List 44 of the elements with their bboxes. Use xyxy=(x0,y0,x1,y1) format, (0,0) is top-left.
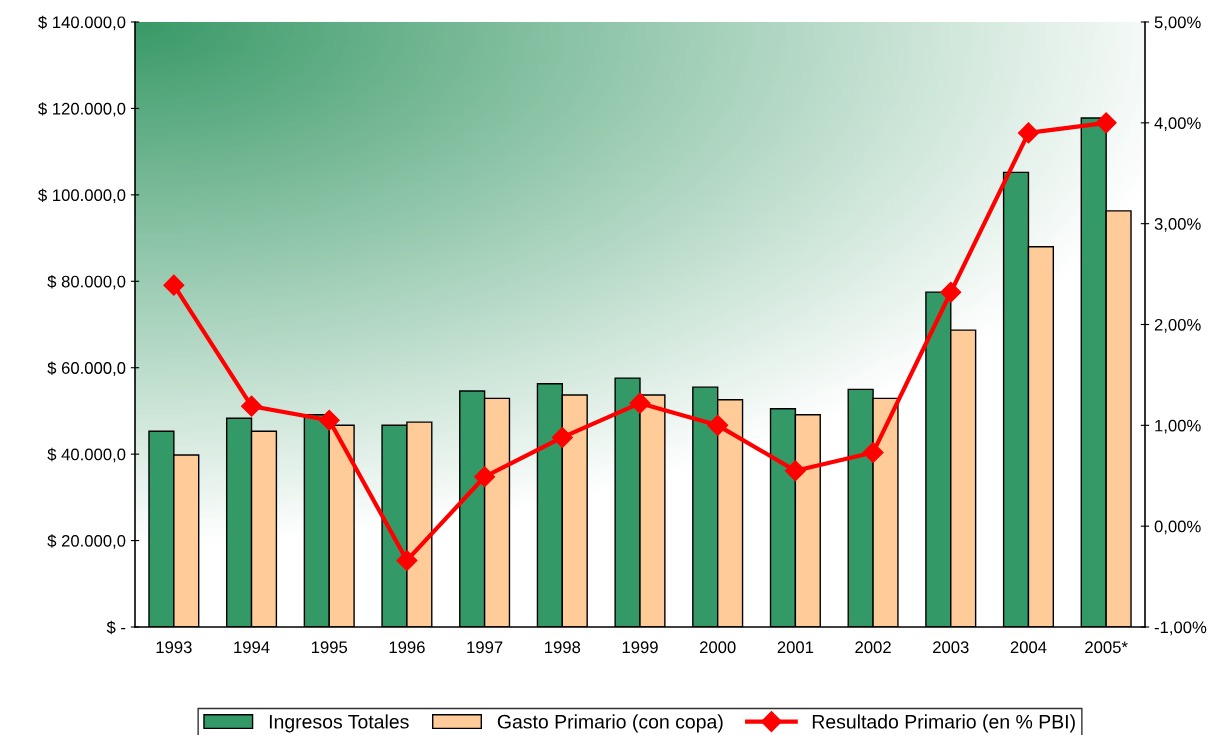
y2-tick-label: 4,00% xyxy=(1154,117,1201,132)
y-tick-label: $ 120.000,0 xyxy=(38,102,126,117)
y2-tick-label: 1,00% xyxy=(1155,419,1201,434)
y-tick-label: $ 140.000,0 xyxy=(38,15,126,31)
point xyxy=(318,409,340,431)
point xyxy=(707,414,729,436)
x-tick-label: 1996 xyxy=(389,641,425,654)
x-tick-label: 1997 xyxy=(467,641,503,654)
x-tick-label: 1994 xyxy=(234,641,270,654)
y2-tick-label: 3,00% xyxy=(1154,218,1201,232)
point xyxy=(474,466,496,488)
legend-label: Ingresos Totales xyxy=(269,714,409,733)
x-tick-label: 2004 xyxy=(1010,641,1047,654)
x-tick-label: 2005* xyxy=(1085,641,1128,654)
y-tick-label: $ - xyxy=(106,620,126,635)
x-tick-label: 1993 xyxy=(156,641,192,654)
y-tick-label: $ 80.000,0 xyxy=(47,274,126,290)
x-tick-label: 2000 xyxy=(699,641,736,654)
point xyxy=(940,281,962,303)
point xyxy=(629,392,651,414)
x-tick-label: 1995 xyxy=(311,641,348,654)
y2-tick-label: 2,00% xyxy=(1154,318,1201,333)
legend-label: Gasto Primario (con copa) xyxy=(497,714,723,733)
y-tick-label: $ 40.000,0 xyxy=(47,447,126,463)
point xyxy=(551,426,573,448)
y-tick-label: $ 100.000,0 xyxy=(38,188,126,204)
point xyxy=(862,442,884,464)
y2-tick-label: -1,00% xyxy=(1154,621,1207,636)
x-tick-label: 1998 xyxy=(545,641,581,654)
y-tick-label: $ 20.000,0 xyxy=(47,534,126,549)
point xyxy=(163,274,185,296)
y-tick-label: $ 60.000,0 xyxy=(47,361,126,376)
point xyxy=(1017,122,1039,144)
point xyxy=(241,395,263,417)
point xyxy=(396,549,418,571)
y2-tick-label: 0,00% xyxy=(1154,520,1201,535)
point xyxy=(1095,112,1117,134)
x-tick-label: 1999 xyxy=(622,641,658,654)
legend-label: Resultado Primario (en % PBI) xyxy=(812,714,1075,733)
x-tick-label: 2001 xyxy=(777,641,814,654)
x-tick-label: 2002 xyxy=(855,641,891,654)
x-tick-label: 2003 xyxy=(933,641,969,654)
point xyxy=(784,460,806,482)
y2-tick-label: 5,00% xyxy=(1154,16,1201,31)
